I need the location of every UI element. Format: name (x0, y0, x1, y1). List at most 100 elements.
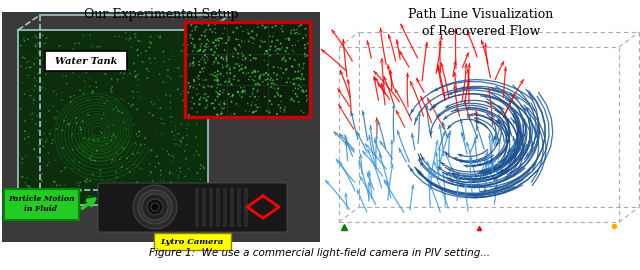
Point (231, 37, 241, 42)
Point (124, 191, 134, 196)
Point (198, 75, 209, 80)
Point (169, 133, 179, 138)
Point (245, 94, 255, 99)
Point (239, 85, 249, 89)
Point (112, 192, 122, 197)
Point (125, 72, 135, 76)
Point (131, 74, 141, 78)
Point (74, 68, 84, 72)
Point (182, 61, 192, 65)
Point (280, 49, 291, 53)
Point (51, 127, 61, 131)
Point (44, 50, 54, 55)
Point (158, 80, 168, 84)
Point (259, 72, 269, 77)
Point (209, 106, 220, 110)
Point (83, 113, 93, 117)
Point (109, 179, 119, 183)
Point (195, 70, 205, 74)
Point (212, 69, 223, 73)
Point (80, 179, 90, 183)
Point (47, 192, 58, 196)
Point (251, 103, 261, 107)
Point (187, 106, 197, 111)
Point (194, 79, 204, 83)
Point (45, 132, 55, 136)
Point (176, 92, 186, 96)
Point (24, 59, 34, 63)
Point (32, 113, 42, 118)
Point (74, 41, 84, 46)
Point (26, 65, 36, 69)
Point (119, 146, 129, 150)
Point (195, 48, 205, 52)
Point (147, 41, 157, 45)
Point (211, 58, 221, 62)
Point (271, 49, 281, 53)
Point (100, 136, 110, 140)
Point (234, 78, 244, 83)
Point (198, 54, 209, 58)
Point (296, 109, 307, 113)
Bar (185, 22, 310, 117)
Point (17, 80, 28, 85)
Point (212, 91, 223, 95)
Point (117, 111, 127, 115)
Point (176, 74, 186, 79)
Point (122, 36, 132, 41)
Point (115, 155, 125, 159)
Point (220, 26, 230, 31)
Point (90, 158, 100, 163)
Point (106, 160, 116, 164)
Point (194, 102, 204, 106)
Point (37, 87, 47, 91)
Point (113, 77, 123, 82)
Point (211, 38, 221, 42)
Point (52, 109, 62, 113)
Point (66, 100, 76, 104)
Bar (2, 12, 320, 242)
Point (175, 166, 185, 170)
Point (166, 180, 176, 184)
Point (31, 36, 42, 40)
Point (273, 51, 283, 56)
Point (233, 90, 243, 94)
Point (255, 105, 266, 109)
Point (32, 56, 42, 60)
Point (106, 60, 116, 64)
Point (24, 73, 34, 77)
Text: Path Line Visualization
of Recovered Flow: Path Line Visualization of Recovered Flo… (408, 8, 554, 38)
Point (249, 69, 259, 74)
Point (248, 70, 259, 74)
Point (283, 52, 293, 56)
Point (81, 196, 92, 200)
Point (236, 86, 246, 90)
Point (102, 141, 112, 146)
Point (225, 76, 235, 81)
Point (144, 45, 154, 49)
Point (67, 134, 77, 138)
Point (80, 57, 90, 62)
Point (185, 33, 195, 37)
Point (193, 103, 203, 107)
Point (200, 48, 211, 52)
Point (95, 53, 105, 58)
Point (161, 93, 171, 97)
Point (17, 161, 28, 165)
Point (289, 82, 300, 86)
Bar (195, 188, 199, 227)
Point (102, 99, 112, 103)
Point (20, 56, 30, 60)
Point (182, 134, 192, 138)
Point (150, 198, 161, 202)
Point (178, 89, 188, 93)
Point (77, 119, 88, 124)
Point (294, 76, 304, 80)
Point (100, 194, 111, 199)
Point (146, 171, 156, 176)
Point (166, 154, 176, 158)
Point (298, 66, 308, 70)
Point (131, 132, 141, 136)
Point (158, 49, 168, 54)
Point (252, 34, 262, 39)
